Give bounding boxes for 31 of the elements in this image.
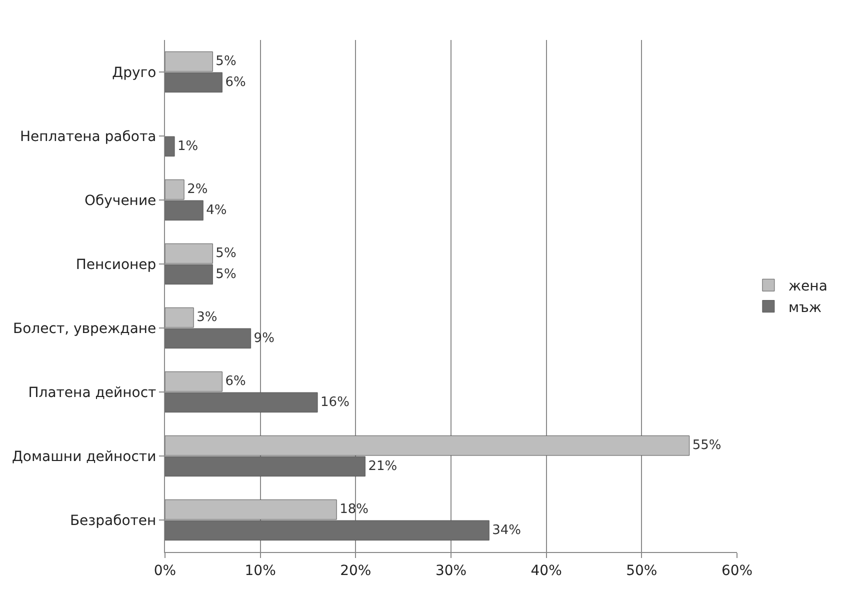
legend-label: жена	[788, 278, 828, 295]
data-label: 34%	[492, 522, 522, 538]
data-label: 3%	[196, 310, 218, 326]
data-label: 5%	[216, 54, 236, 70]
x-tick-label: 30%	[435, 562, 467, 579]
y-tick-label: Безработен	[70, 512, 156, 529]
x-tick-label: 20%	[340, 562, 372, 579]
x-tick-label: 40%	[530, 562, 562, 579]
data-label: 5%	[216, 246, 236, 262]
x-tick-label: 60%	[721, 562, 753, 579]
data-label: 2%	[187, 182, 208, 198]
data-label: 21%	[368, 458, 398, 474]
y-tick-label: Пенсионер	[76, 256, 156, 273]
bar	[165, 136, 175, 157]
data-label: 4%	[206, 202, 227, 218]
x-tick-label: 0%	[154, 562, 176, 579]
y-tick-label: Платена дейност	[28, 384, 156, 401]
legend-label: мъж	[788, 300, 822, 316]
y-tick-label: Друго	[112, 64, 156, 81]
y-tick-label: Обучение	[84, 192, 156, 209]
x-tick-label: 10%	[244, 562, 276, 579]
data-label: 55%	[692, 438, 722, 454]
x-tick-label: 50%	[626, 562, 658, 579]
y-tick-label: Домашни дейности	[12, 448, 156, 465]
y-tick-label: Неплатена работа	[20, 128, 156, 145]
y-tick-label: Болест, увреждане	[13, 320, 156, 337]
data-label: 6%	[225, 374, 246, 390]
data-label: 5%	[216, 266, 236, 282]
data-label: 6%	[225, 74, 246, 90]
data-label: 16%	[320, 394, 350, 410]
data-label: 1%	[178, 138, 198, 154]
